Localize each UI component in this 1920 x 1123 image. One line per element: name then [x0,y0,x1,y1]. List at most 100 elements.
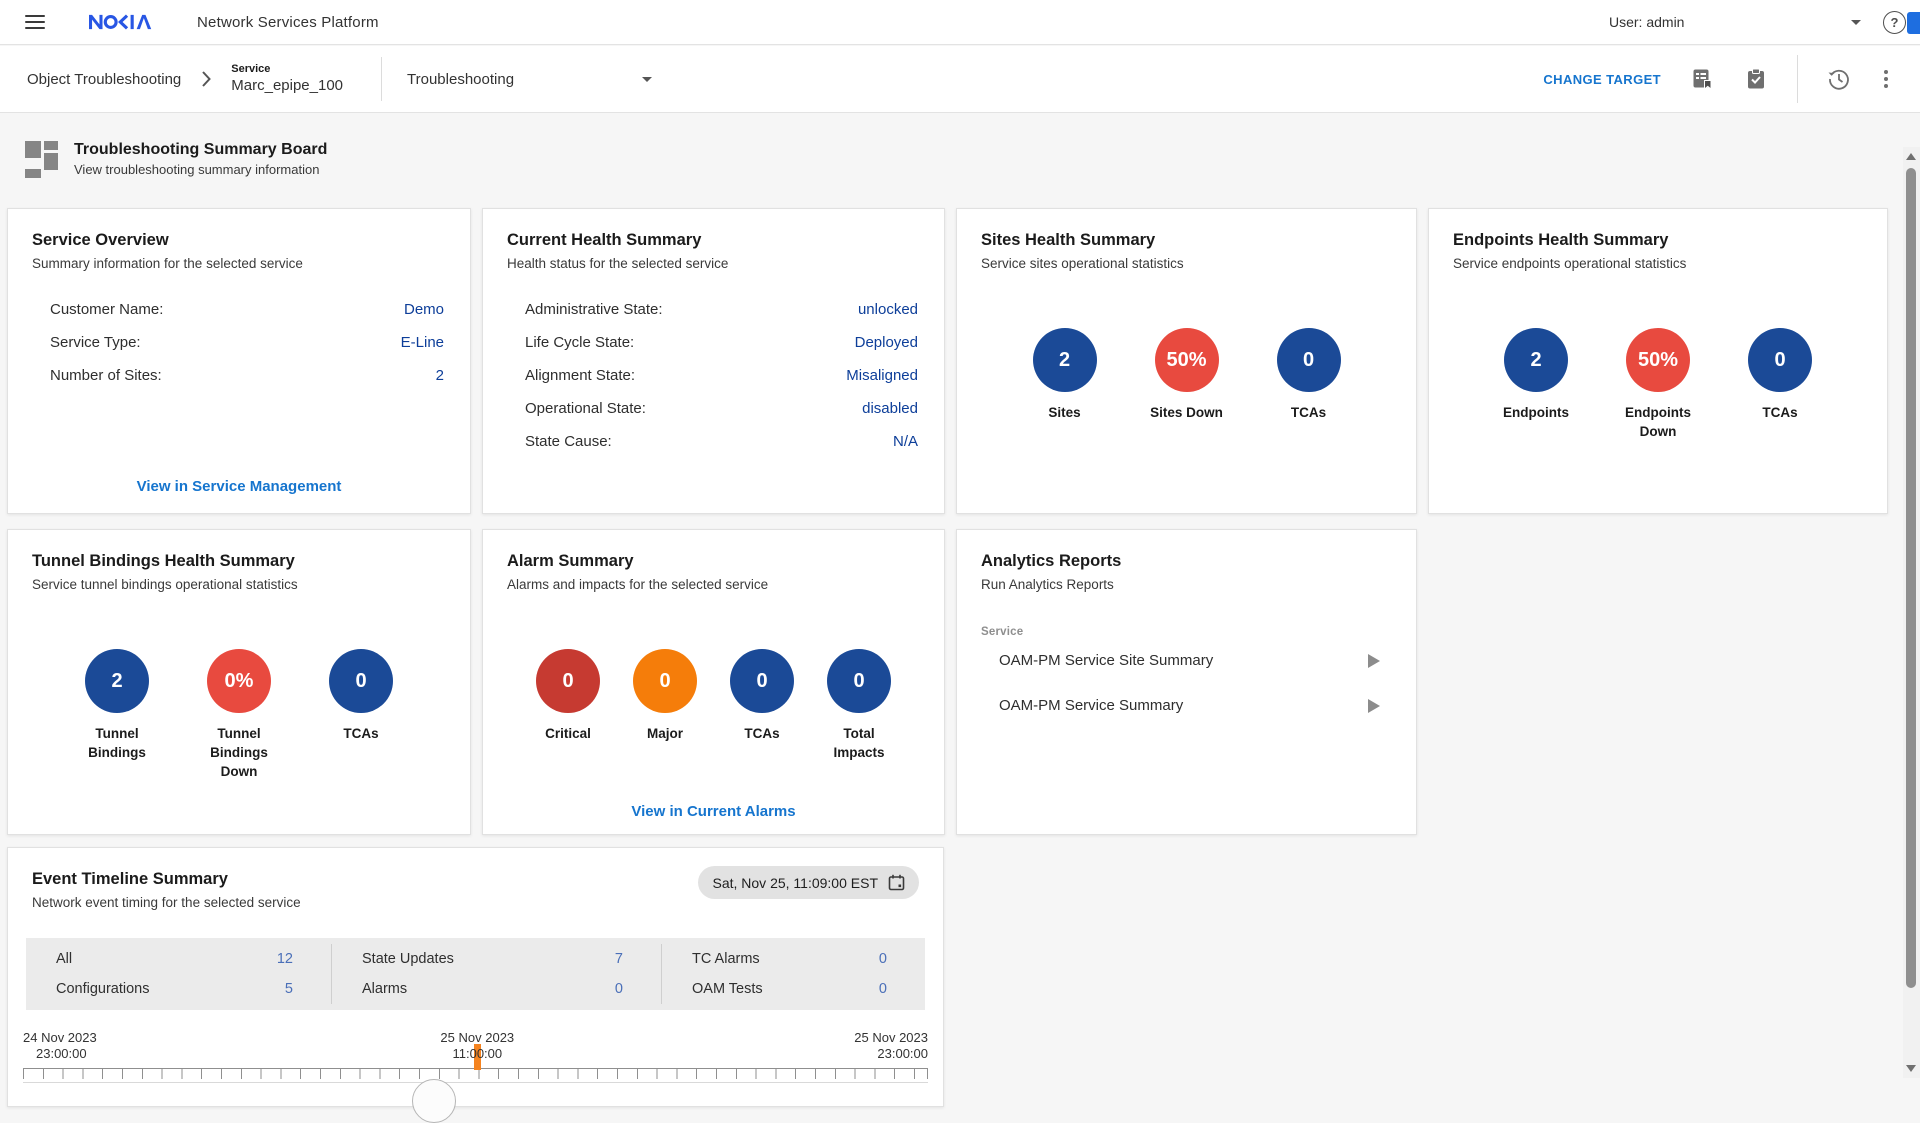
counter-value[interactable]: 5 [284,981,293,997]
stat-circle[interactable]: 2 [1032,328,1097,392]
target-type-label: Service [231,62,271,75]
stat-label: TCAs [1290,405,1327,420]
sites-health-summary-card: Sites Health Summary Service sites opera… [956,208,1417,514]
stat-circle[interactable]: 0 [536,649,600,713]
report-group-label: Service [981,626,1024,638]
report-name: OAM-PM Service Site Summary [999,652,1214,669]
kv-value: Demo [403,301,444,318]
app-title: Network Services Platform [197,13,379,31]
stat-label: Sites [1048,405,1081,420]
kv-row: Administrative State: unlocked [507,293,920,326]
card-title: Service Overview [32,231,169,249]
stat-circle[interactable]: 2 [1504,328,1568,392]
card-title: Event Timeline Summary [32,870,228,888]
history-icon[interactable] [1826,66,1852,92]
user-label: User: admin [1609,14,1685,30]
kv-row: Customer Name: Demo [32,293,446,326]
stat-label: TCAs [1762,405,1798,420]
scroll-up-arrow-icon[interactable] [1906,153,1916,160]
stat-tcas: 0 TCAs [714,649,811,763]
card-subtitle: Alarms and impacts for the selected serv… [507,577,769,592]
run-report-play-icon[interactable] [1368,698,1380,713]
card-subtitle: Service sites operational statistics [981,256,1184,271]
stat-circle[interactable]: 0 [329,649,393,713]
nokia-logo [89,14,153,30]
kv-value: 2 [435,367,444,384]
stat-tunnel-bindings-down: 0% Tunnel Bindings Down [178,649,300,782]
stat-circle[interactable]: 0 [730,649,794,713]
counter-label: TC Alarms [692,951,760,967]
card-subtitle: Health status for the selected service [507,256,729,271]
counter-value[interactable]: 7 [614,951,623,967]
breadcrumb-target: Service Marc_epipe_100 [231,63,343,96]
report-bookmark-icon[interactable] [1689,66,1715,92]
stat-circle[interactable]: 0% [207,649,271,713]
card-title: Tunnel Bindings Health Summary [32,552,295,570]
vertical-scrollbar[interactable] [1903,147,1920,1078]
stat-circle[interactable]: 50% [1626,328,1690,392]
view-in-service-management-link[interactable]: View in Service Management [136,478,342,495]
counter-tc-alarms: TC Alarms 0 [662,944,925,974]
stat-circle[interactable]: 0 [827,649,891,713]
stat-major: 0 Major [617,649,714,763]
scrollbar-thumb[interactable] [1906,168,1916,988]
help-icon[interactable]: ? [1883,10,1906,34]
scroll-down-arrow-icon[interactable] [1906,1065,1916,1072]
event-counters: All 12 Configurations 5 State Updates 7 … [26,938,925,1010]
more-options-kebab-icon[interactable] [1880,66,1892,92]
current-time-marker[interactable] [474,1044,482,1070]
kv-label: Life Cycle State: [525,334,635,351]
page-subtitle: View troubleshooting summary information [74,162,320,177]
kv-row: Number of Sites: 2 [32,359,446,392]
stat-circle[interactable]: 50% [1154,328,1219,392]
card-title: Sites Health Summary [981,231,1156,249]
stat-label: Endpoints [1503,405,1569,420]
timeline-drag-handle[interactable] [412,1079,456,1123]
stat-sites-down: 50% Sites Down [1126,328,1248,423]
top-bar: Network Services Platform User: admin ? [0,0,1920,45]
timeline-datetime-value: Sat, Nov 25, 11:09:00 EST [712,874,878,891]
report-row-oam-pm-service-site-summary[interactable]: OAM-PM Service Site Summary [981,638,1392,683]
run-report-play-icon[interactable] [1368,653,1380,668]
stat-critical: 0 Critical [520,649,617,763]
breadcrumb-root[interactable]: Object Troubleshooting [27,70,182,88]
stat-label: Tunnel Bindings [88,726,146,760]
stat-label: Major [646,726,683,741]
user-menu[interactable]: User: admin [1609,14,1861,30]
kv-value: E-Line [400,334,444,351]
stat-circle[interactable]: 0 [1748,328,1812,392]
kv-label: Operational State: [525,400,646,417]
kv-value: unlocked [857,301,918,318]
stat-label: Total Impacts [833,726,885,760]
dashboard-icon [25,141,58,178]
counter-state-updates: State Updates 7 [332,944,661,974]
counter-label: Configurations [56,981,150,997]
clipped-corner-element [1907,12,1920,34]
stat-circle[interactable]: 0 [1276,328,1341,392]
kv-row: Alignment State: Misaligned [507,359,920,392]
counter-value[interactable]: 12 [276,951,293,967]
counter-all: All 12 [26,944,331,974]
view-selector-dropdown[interactable]: Troubleshooting [407,70,653,88]
card-subtitle: Service tunnel bindings operational stat… [32,577,298,592]
stat-label: TCAs [744,726,780,741]
kv-row: Service Type: E-Line [32,326,446,359]
clipboard-check-icon[interactable] [1743,66,1769,92]
counter-value[interactable]: 0 [614,981,623,997]
counter-label: All [56,951,73,967]
stat-circle[interactable]: 0 [633,649,697,713]
stat-circle[interactable]: 2 [85,649,149,713]
endpoints-health-summary-card: Endpoints Health Summary Service endpoin… [1428,208,1888,514]
timeline-datetime-picker[interactable]: Sat, Nov 25, 11:09:00 EST [698,866,919,899]
divider [381,57,383,101]
hamburger-menu-icon[interactable] [25,15,45,29]
counter-value[interactable]: 0 [878,981,887,997]
view-in-current-alarms-link[interactable]: View in Current Alarms [631,803,796,820]
change-target-button[interactable]: CHANGE TARGET [1543,71,1661,87]
view-selector-value: Troubleshooting [407,70,515,88]
counter-value[interactable]: 0 [878,951,887,967]
stat-sites: 2 Sites [1004,328,1126,423]
report-row-oam-pm-service-summary[interactable]: OAM-PM Service Summary [981,683,1392,728]
page-header: Troubleshooting Summary Board View troub… [25,141,327,178]
kv-label: State Cause: [525,433,612,450]
